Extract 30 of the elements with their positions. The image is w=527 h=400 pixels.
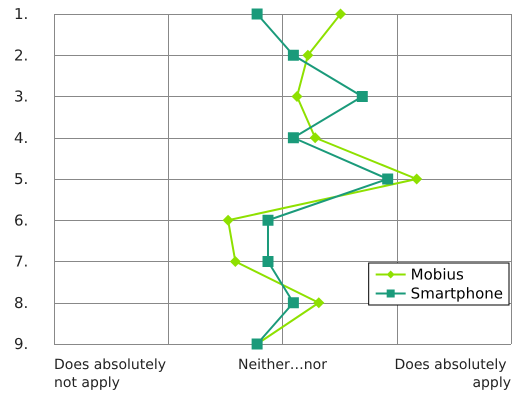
y-tick-label: 6. <box>14 211 28 230</box>
text: Does absolutely apply <box>394 357 511 391</box>
y-tick-label: 7. <box>14 252 28 270</box>
y-tick-label: 4. <box>14 128 28 147</box>
legend-label: Mobius <box>410 266 464 284</box>
y-tick-label: 9. <box>14 335 28 353</box>
point <box>356 91 368 102</box>
point <box>288 50 299 61</box>
point <box>310 132 321 144</box>
point <box>230 256 241 267</box>
text: Neither…nor <box>238 357 328 373</box>
point <box>262 214 274 226</box>
point <box>252 8 263 20</box>
y-tick-label: 3. <box>14 88 28 106</box>
point <box>288 132 299 144</box>
y-tick-label: 2. <box>14 46 28 64</box>
point <box>288 297 299 308</box>
text: Does absolutely not apply <box>54 357 171 391</box>
point <box>262 256 274 267</box>
y-tick-label: 8. <box>14 294 28 312</box>
point <box>335 8 346 20</box>
point <box>382 174 394 184</box>
point <box>222 214 234 226</box>
y-tick-label: 1. <box>14 5 28 23</box>
point <box>411 174 422 184</box>
point <box>313 297 324 308</box>
legend-label: Smartphone <box>410 284 504 302</box>
point <box>302 50 314 61</box>
point <box>292 91 303 102</box>
y-tick-label: 5. <box>14 170 28 188</box>
